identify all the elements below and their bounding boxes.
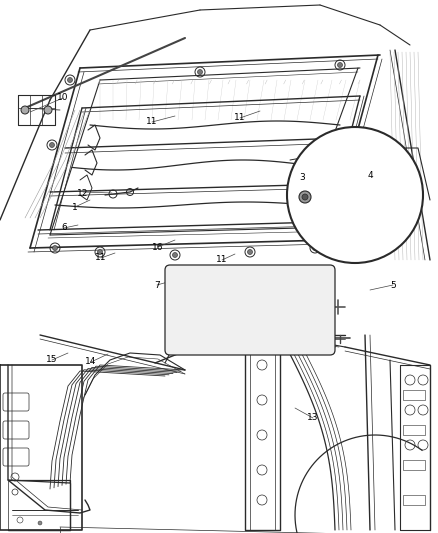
Text: 12: 12 — [78, 189, 88, 198]
Text: 3: 3 — [299, 174, 305, 182]
Circle shape — [44, 106, 52, 114]
Text: 11: 11 — [146, 117, 158, 126]
Text: 16: 16 — [152, 243, 164, 252]
Circle shape — [53, 246, 57, 251]
Circle shape — [67, 77, 73, 83]
Circle shape — [302, 194, 308, 200]
Text: 6: 6 — [61, 223, 67, 232]
Text: 13: 13 — [307, 414, 319, 423]
Text: 11: 11 — [216, 255, 228, 264]
Circle shape — [38, 521, 42, 525]
Circle shape — [287, 127, 423, 263]
Circle shape — [338, 62, 343, 68]
Text: 1: 1 — [72, 203, 78, 212]
Text: 11: 11 — [234, 114, 246, 123]
Text: 4: 4 — [367, 171, 373, 180]
Circle shape — [49, 142, 54, 148]
Circle shape — [98, 249, 102, 254]
Circle shape — [312, 246, 318, 251]
Circle shape — [21, 106, 29, 114]
Text: 10: 10 — [57, 93, 69, 102]
Text: 7: 7 — [154, 280, 160, 289]
Text: 14: 14 — [85, 358, 97, 367]
Circle shape — [299, 191, 311, 203]
Text: 15: 15 — [46, 356, 58, 365]
Circle shape — [198, 69, 202, 75]
Text: 11: 11 — [95, 253, 107, 262]
FancyBboxPatch shape — [165, 265, 335, 355]
Text: 5: 5 — [390, 280, 396, 289]
Circle shape — [346, 133, 350, 138]
Circle shape — [247, 249, 252, 254]
Circle shape — [173, 253, 177, 257]
